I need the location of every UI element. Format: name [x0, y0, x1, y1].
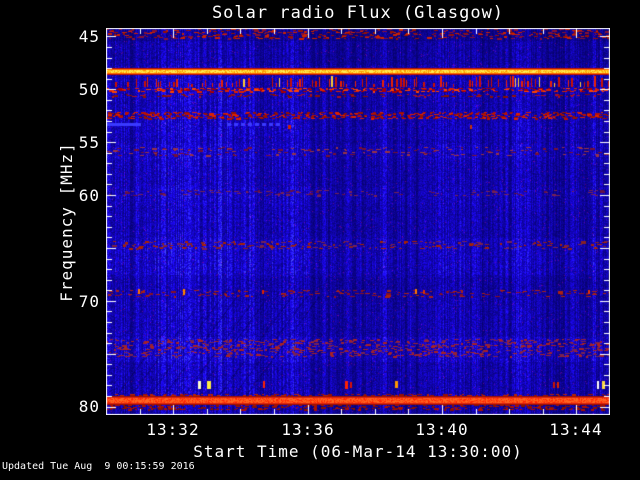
x-tick-label-1344: 13:44	[549, 420, 603, 439]
y-tick-label-60: 60	[78, 186, 100, 205]
y-tick-label-45: 45	[78, 27, 100, 46]
x-axis-label: Start Time (06-Mar-14 13:30:00)	[193, 442, 523, 461]
y-tick-label-70: 70	[78, 292, 100, 311]
x-tick-label-1340: 13:40	[415, 420, 469, 439]
y-tick-label-50: 50	[78, 80, 100, 99]
spectrogram-canvas	[106, 28, 610, 415]
updated-timestamp: Updated Tue Aug 9 00:15:59 2016	[2, 461, 195, 472]
y-tick-label-55: 55	[78, 133, 100, 152]
chart-title: Solar radio Flux (Glasgow)	[211, 3, 505, 23]
x-tick-label-1336: 13:36	[281, 420, 335, 439]
x-tick-label-1332: 13:32	[146, 420, 200, 439]
y-tick-label-80: 80	[78, 397, 100, 416]
